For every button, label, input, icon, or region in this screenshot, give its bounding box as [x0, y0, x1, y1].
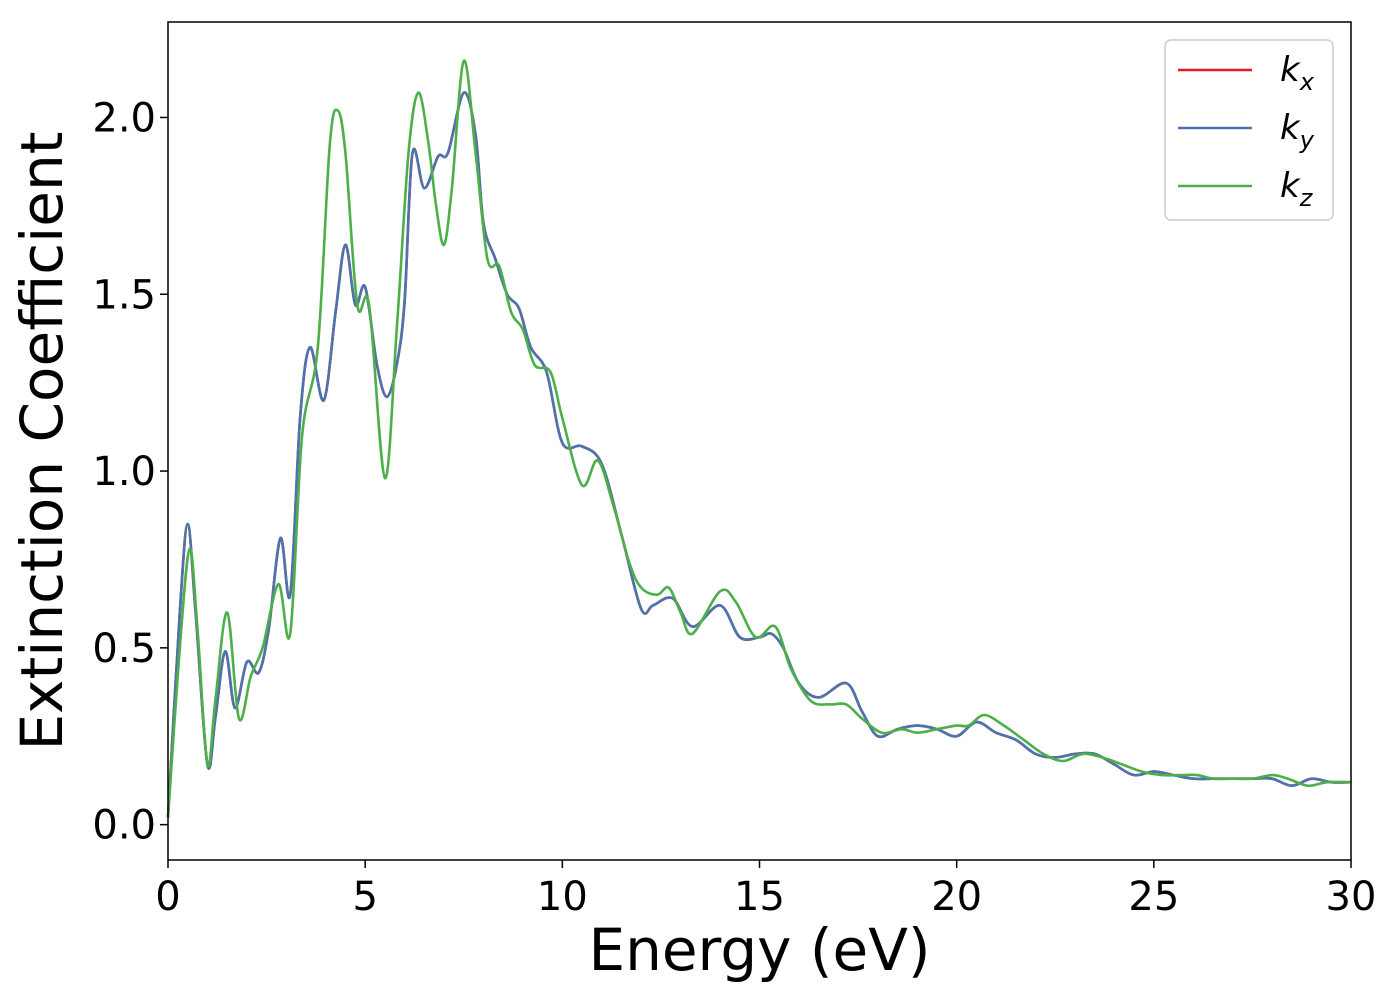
- x-tick-label: 5: [352, 874, 377, 920]
- series-layer: [166, 59, 1352, 818]
- y-tick-label: 0.5: [92, 626, 156, 672]
- series-line-kz: [166, 59, 1352, 818]
- x-axis-title: Energy (eV): [588, 916, 930, 984]
- y-tick-label: 1.5: [92, 272, 156, 318]
- y-tick-label: 2.0: [92, 95, 156, 141]
- x-tick-label: 25: [1128, 874, 1179, 920]
- x-tick-label: 20: [931, 874, 982, 920]
- y-tick-label: 1.0: [92, 449, 156, 495]
- x-tick-label: 30: [1326, 874, 1377, 920]
- x-tick-label: 0: [155, 874, 180, 920]
- x-tick-label: 10: [537, 874, 588, 920]
- y-tick-label: 0.0: [92, 803, 156, 849]
- plot-background: [168, 22, 1351, 860]
- x-tick-label: 15: [734, 874, 785, 920]
- y-axis: 0.0 0.5 1.0 1.5 2.0: [92, 95, 168, 849]
- legend-box: [1164, 39, 1334, 221]
- x-axis: 0 5 10 15 20 25 30: [155, 860, 1376, 920]
- y-axis-title: Extinction Coefficient: [8, 132, 76, 751]
